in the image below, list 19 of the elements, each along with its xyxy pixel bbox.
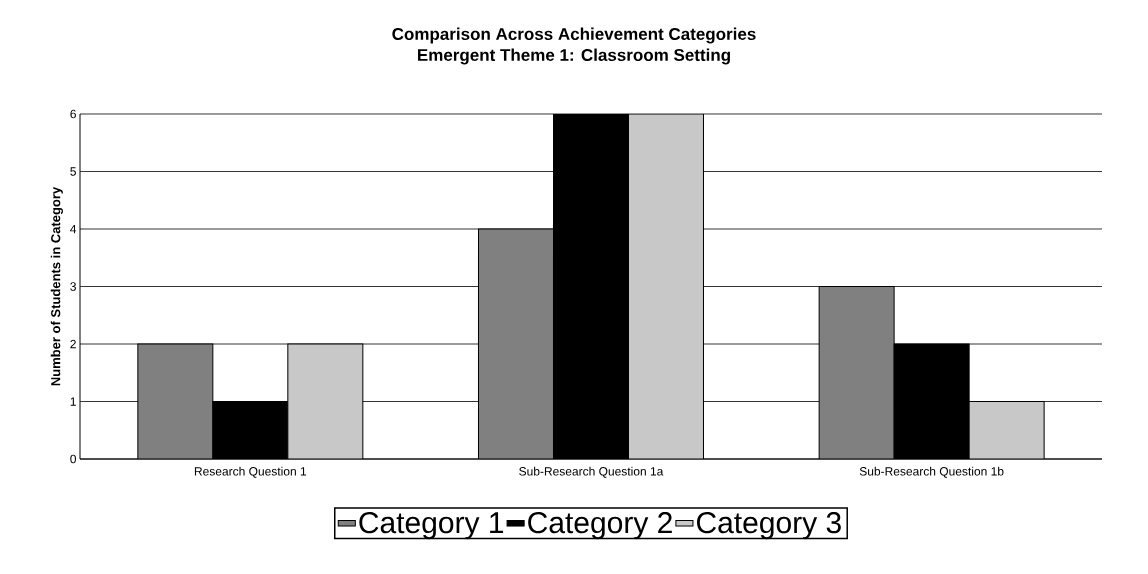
x-tick-label: Sub-Research Question 1a bbox=[519, 466, 664, 478]
y-tick-label: 5 bbox=[70, 167, 76, 176]
legend-label: Category 3 bbox=[696, 512, 841, 540]
y-tick-label: 3 bbox=[70, 282, 76, 291]
bar bbox=[477, 228, 554, 459]
x-tick-label: Research Question 1 bbox=[194, 466, 307, 478]
y-tick-label: 4 bbox=[70, 224, 77, 234]
chart-subtitle: Emergent Theme 1: Classroom Setting bbox=[418, 48, 730, 65]
x-tick-label: Sub-Research Question 1b bbox=[859, 466, 1004, 478]
bar bbox=[818, 286, 895, 459]
y-tick-label: 2 bbox=[70, 339, 76, 349]
y-tick-label: 1 bbox=[70, 397, 76, 406]
y-axis-title: Number of Students in Category bbox=[50, 186, 63, 386]
legend-label: Category 2 bbox=[528, 512, 672, 540]
y-tick-label: 6 bbox=[70, 109, 76, 119]
y-tick-label: 0 bbox=[70, 454, 77, 464]
legend-label: Category 1 bbox=[359, 512, 504, 540]
bar bbox=[137, 343, 214, 459]
chart-title: Comparison Across Achievement Categories bbox=[392, 27, 756, 44]
